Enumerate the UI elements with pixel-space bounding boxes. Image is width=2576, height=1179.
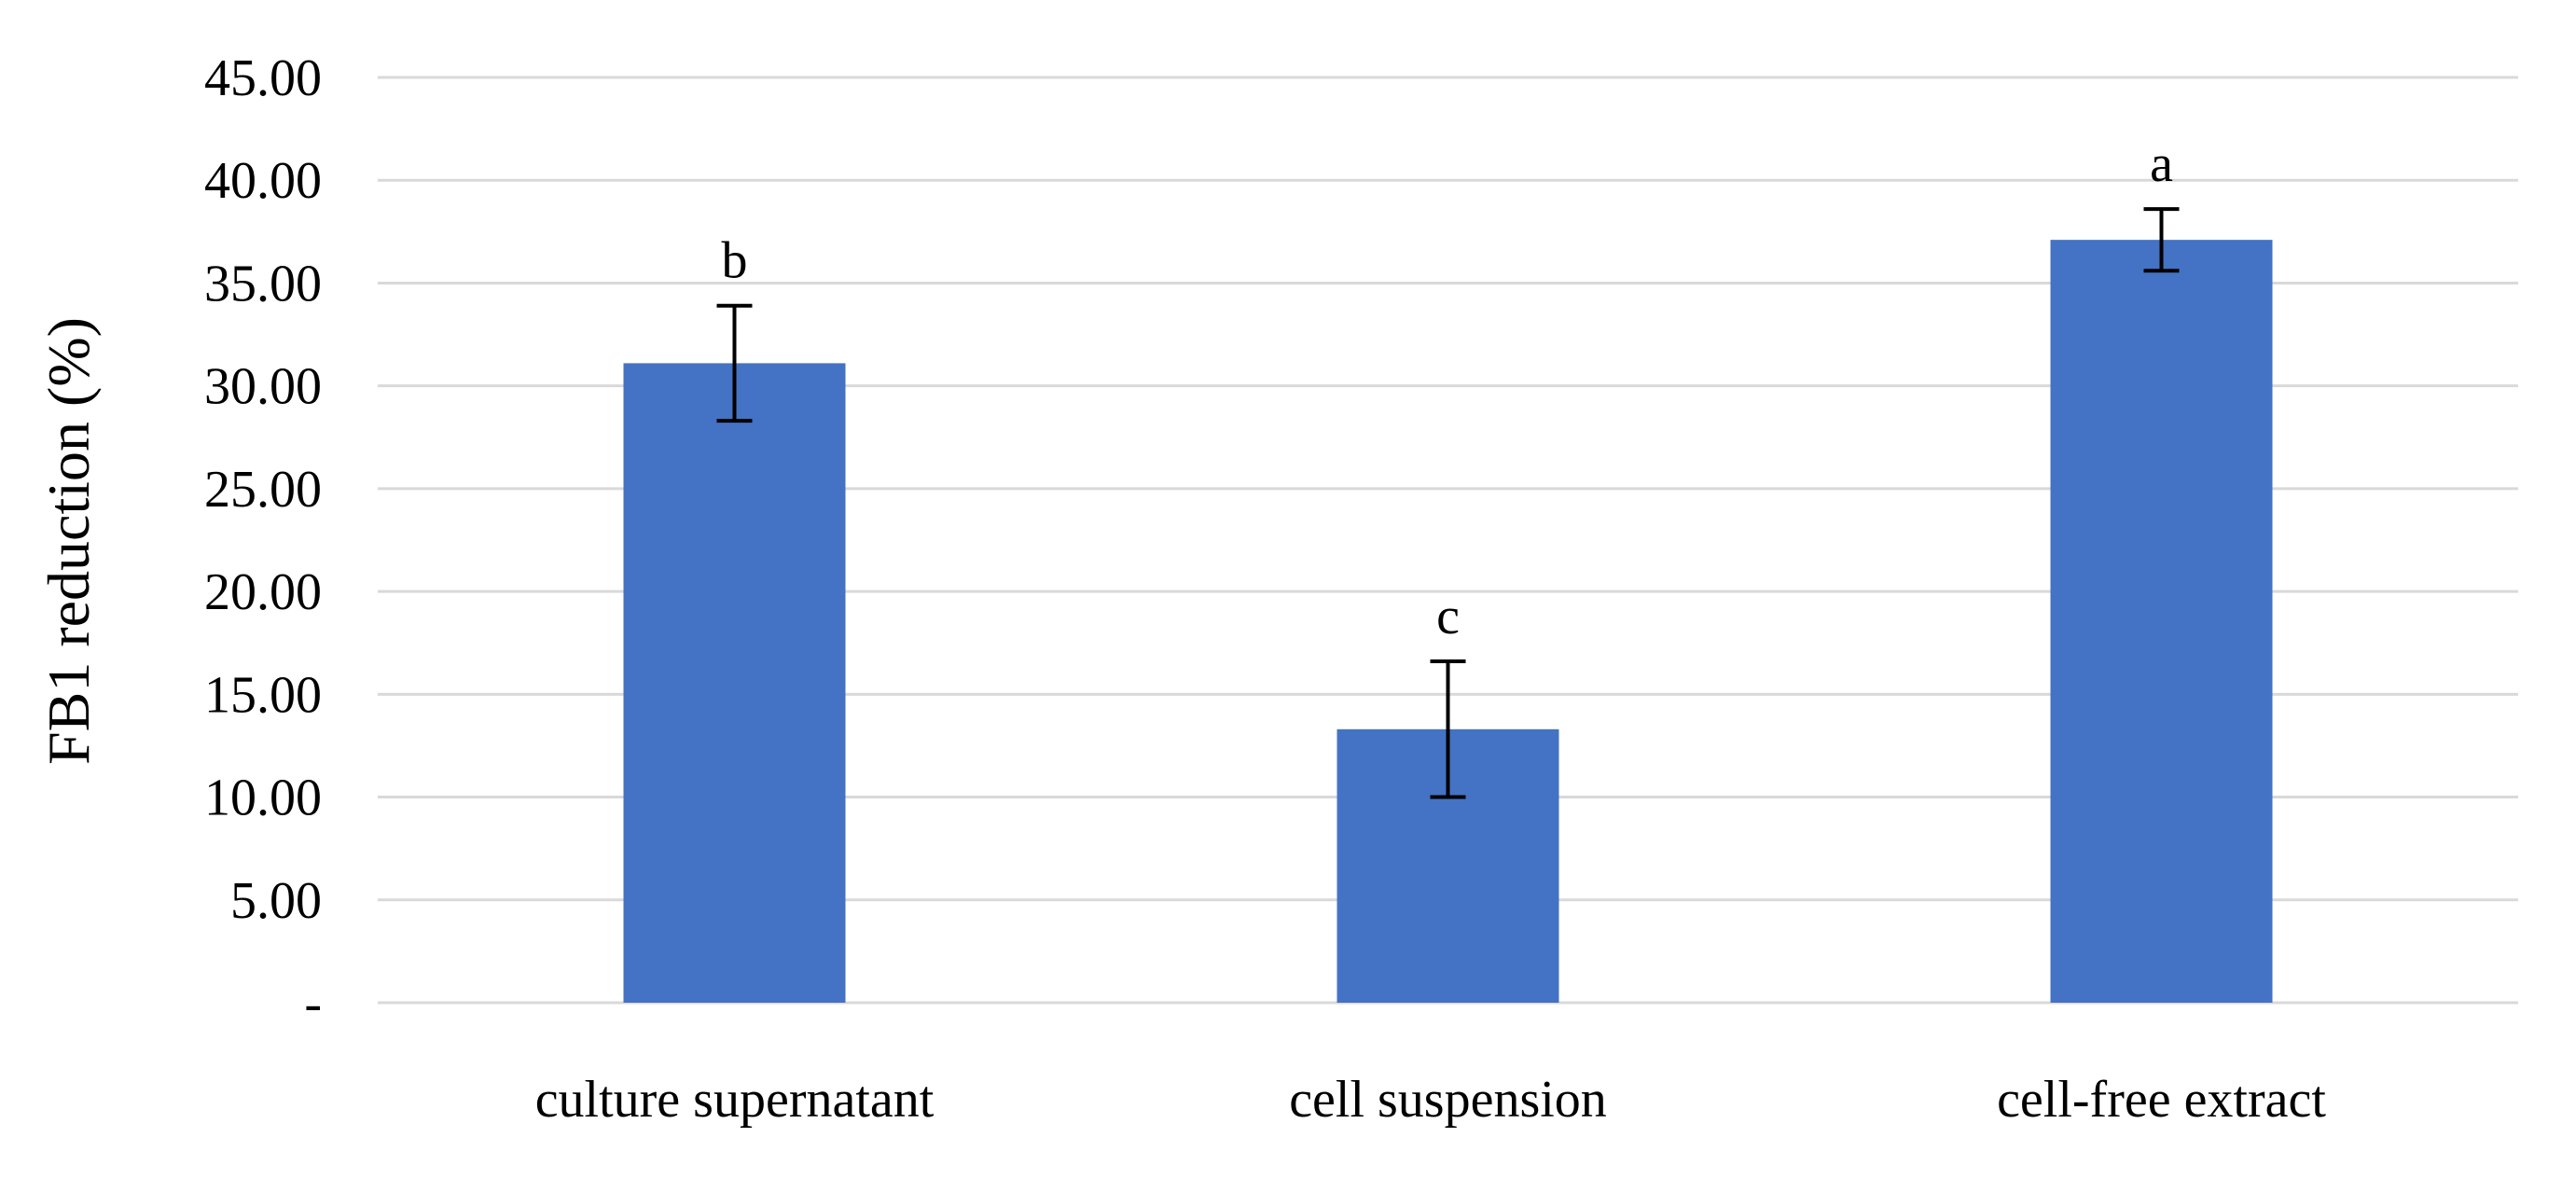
x-tick-label: cell suspension bbox=[1289, 1071, 1607, 1129]
significance-label: c bbox=[1436, 588, 1460, 645]
significance-labels: b c a bbox=[722, 135, 2174, 645]
y-tick-label: 45.00 bbox=[204, 49, 322, 107]
error-bar bbox=[1430, 659, 1466, 799]
y-axis-title: FB1 reduction (%) bbox=[35, 317, 102, 765]
significance-label: a bbox=[2150, 135, 2173, 193]
y-tick-label: 10.00 bbox=[204, 770, 322, 827]
y-tick-label: 20.00 bbox=[204, 563, 322, 621]
y-tick-label: 30.00 bbox=[204, 358, 322, 416]
x-axis-tick-labels: culture supernatant cell suspension cell-f… bbox=[535, 1071, 2327, 1129]
y-tick-label: 25.00 bbox=[204, 461, 322, 519]
bar bbox=[2050, 240, 2273, 1003]
y-tick-label: - bbox=[304, 975, 322, 1033]
significance-label: b bbox=[722, 232, 748, 290]
y-axis-tick-labels: - 5.00 10.00 15.00 20.00 25.00 30.00 35.00 40.00… bbox=[204, 49, 322, 1033]
y-tick-label: 40.00 bbox=[204, 152, 322, 210]
y-tick-label: 15.00 bbox=[204, 666, 322, 724]
error-bars bbox=[716, 207, 2180, 799]
y-tick-label: 5.00 bbox=[230, 872, 322, 930]
y-tick-label: 35.00 bbox=[204, 255, 322, 312]
bar bbox=[623, 363, 846, 1003]
x-tick-label: culture supernatant bbox=[535, 1071, 935, 1129]
error-bar bbox=[2143, 207, 2180, 273]
error-bar bbox=[716, 303, 753, 423]
x-tick-label: cell-free extract bbox=[1997, 1071, 2326, 1129]
bars bbox=[623, 240, 2273, 1003]
